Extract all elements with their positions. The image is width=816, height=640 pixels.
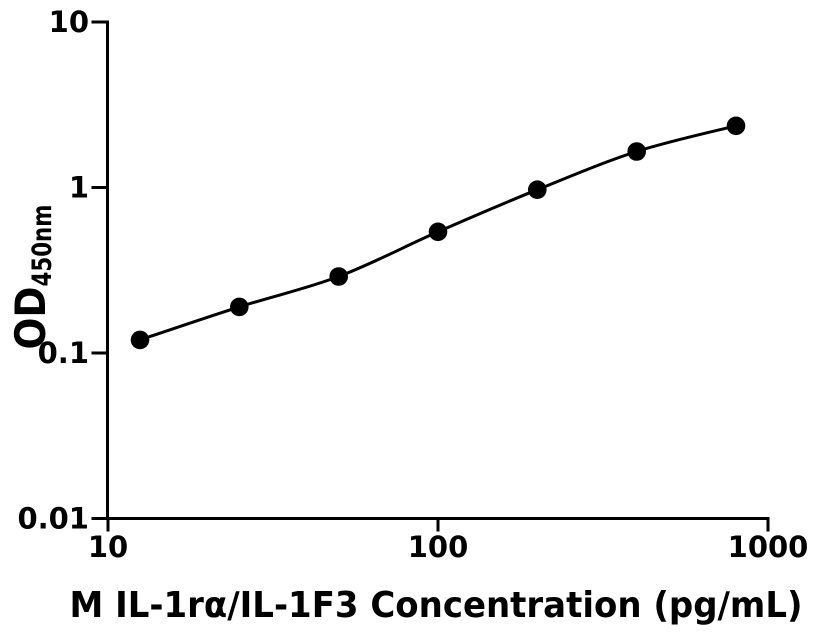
data-point-marker [428,222,448,242]
y-axis-title-main: OD [6,287,55,350]
data-point-marker [528,180,547,199]
y-tick-label: 10 [49,5,89,39]
y-axis-title: OD450nm [6,205,58,350]
axes: 10 100 1000 10 1 0.1 0.01 [17,5,808,564]
y-tick-label: 0.01 [17,502,89,536]
x-tick-label: 1000 [728,530,809,564]
data-point-marker [230,297,249,317]
x-tick-label: 100 [408,530,469,564]
data-point-marker [627,142,646,161]
data-point-marker [726,116,746,136]
x-axis-title: M IL-1rα/IL-1F3 Concentration (pg/mL) [70,585,803,626]
y-tick-label: 0.1 [38,336,89,370]
y-axis-title-subscript: 450nm [27,205,58,287]
data-point-marker [130,330,150,350]
data-point-marker [329,267,349,286]
x-tick-label: 10 [88,530,128,564]
standard-curve-series [130,116,746,350]
y-tick-label: 1 [69,171,89,205]
